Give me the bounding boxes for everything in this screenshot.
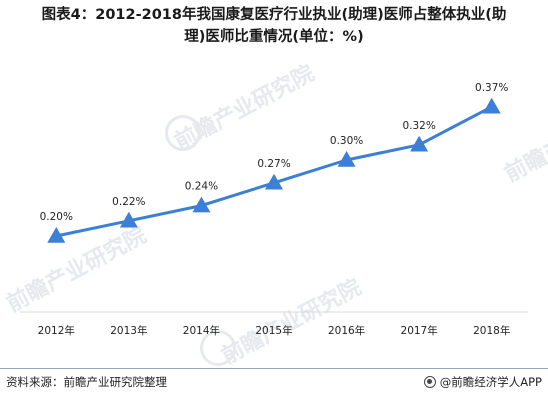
- brand-credit: @前瞻经济学人APP: [423, 374, 542, 390]
- brand-credit-text: @前瞻经济学人APP: [439, 375, 542, 389]
- data-label: 0.24%: [185, 181, 218, 193]
- brand-logo-icon: [423, 376, 436, 388]
- data-label: 0.37%: [475, 82, 508, 94]
- data-point-marker: [482, 97, 501, 114]
- watermark-logo-icon: [200, 330, 236, 366]
- data-label: 0.30%: [330, 135, 363, 147]
- chart-title-line-2: 理)医师比重情况(单位：%): [184, 29, 364, 45]
- chart-title: 图表4：2012-2018年我国康复医疗行业执业(助理)医师占整体执业(助 理)…: [0, 4, 548, 48]
- x-tick-label: 2017年: [401, 324, 438, 337]
- data-point-marker: [47, 227, 66, 243]
- data-label: 0.20%: [40, 211, 73, 223]
- data-label: 0.22%: [112, 196, 145, 208]
- data-point-marker: [119, 211, 138, 228]
- x-tick-label: 2012年: [38, 324, 75, 337]
- data-label: 0.32%: [402, 120, 435, 132]
- x-tick-label: 2015年: [255, 324, 292, 337]
- footer-divider: [0, 368, 548, 369]
- x-tick-label: 2016年: [328, 324, 365, 337]
- data-point-marker: [337, 151, 356, 167]
- watermark-logo-icon: [165, 115, 201, 151]
- data-label: 0.27%: [257, 158, 290, 170]
- data-point-marker: [265, 173, 283, 190]
- x-tick-label: 2018年: [473, 324, 510, 337]
- data-point-marker: [192, 196, 211, 213]
- chart-title-line-1: 图表4：2012-2018年我国康复医疗行业执业(助理)医师占整体执业(助: [41, 7, 507, 23]
- x-tick-label: 2013年: [110, 324, 147, 337]
- x-tick-label: 2014年: [183, 324, 220, 337]
- source-note: 资料来源：前瞻产业研究院整理: [6, 375, 167, 389]
- data-point-marker: [410, 135, 429, 152]
